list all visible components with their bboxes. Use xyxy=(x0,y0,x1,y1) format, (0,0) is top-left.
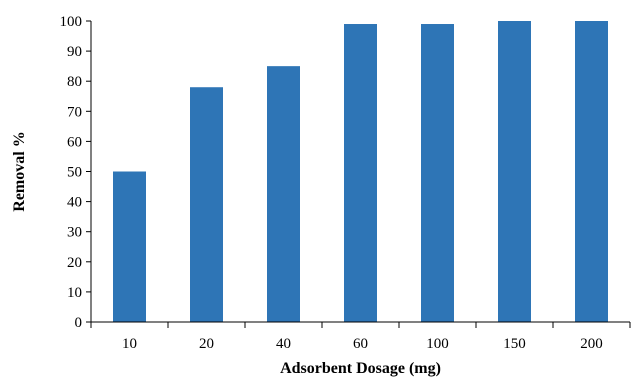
x-tick-label: 10 xyxy=(122,336,137,352)
y-tick-label: 10 xyxy=(67,285,82,301)
bar-200 xyxy=(575,21,608,322)
x-tick-label: 200 xyxy=(580,336,603,352)
y-tick-label: 50 xyxy=(67,165,82,181)
x-tick-label: 100 xyxy=(426,336,449,352)
y-tick-label: 0 xyxy=(75,315,83,331)
y-tick-label: 60 xyxy=(67,134,82,150)
bar-60 xyxy=(344,24,377,322)
y-tick-label: 100 xyxy=(60,14,83,30)
y-axis-title: Removal % xyxy=(11,131,28,211)
y-tick-label: 40 xyxy=(67,195,82,211)
y-tick-label: 90 xyxy=(67,44,82,60)
x-axis-title: Adsorbent Dosage (mg) xyxy=(280,360,441,377)
x-tick-label: 150 xyxy=(503,336,526,352)
bar-10 xyxy=(113,171,146,322)
bar-150 xyxy=(498,21,531,322)
bar-20 xyxy=(190,87,223,322)
x-tick-label: 60 xyxy=(353,336,368,352)
y-tick-label: 30 xyxy=(67,225,82,241)
bar-100 xyxy=(421,24,454,322)
y-tick-label: 80 xyxy=(67,74,82,90)
x-tick-label: 20 xyxy=(199,336,214,352)
x-tick-label: 40 xyxy=(276,336,291,352)
x-axis-ticks: 10 20 40 60 100 150 200 xyxy=(90,322,631,352)
y-axis-ticks: 0 10 20 30 40 50 60 70 80 90 100 xyxy=(60,14,91,331)
y-tick-label: 70 xyxy=(67,104,82,120)
y-tick-label: 20 xyxy=(67,255,82,271)
bar-40 xyxy=(267,66,300,323)
bar-series xyxy=(113,21,608,323)
